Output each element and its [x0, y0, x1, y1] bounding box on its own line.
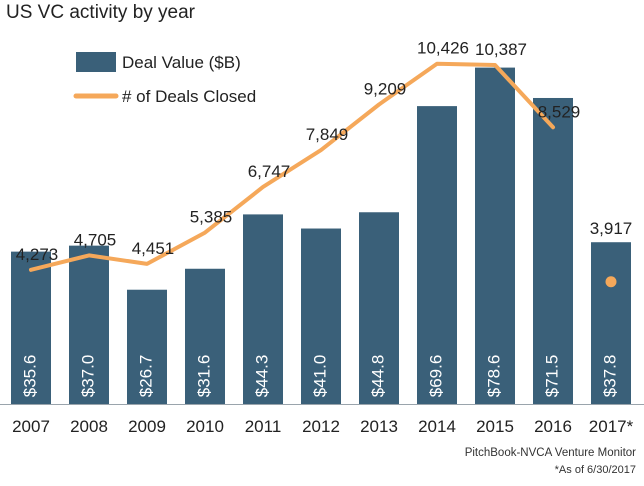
- bar-value-label: $37.0: [78, 355, 97, 398]
- x-tick-label: 2013: [360, 417, 398, 436]
- footnote: *As of 6/30/2017: [554, 464, 636, 476]
- bar-2008: [69, 245, 109, 404]
- deals-value-label: 6,747: [248, 162, 291, 181]
- deals-value-label: 8,529: [538, 102, 581, 121]
- bar-value-label: $44.3: [252, 355, 271, 398]
- deals-value-label: 10,426: [417, 39, 469, 58]
- x-tick-label: 2015: [476, 417, 514, 436]
- x-tick-label: 2009: [128, 417, 166, 436]
- deals-value-label: 4,451: [132, 239, 175, 258]
- bar-2016: [533, 97, 573, 404]
- bar-value-label: $35.6: [20, 355, 39, 398]
- legend-swatch-deal-value: [76, 52, 116, 72]
- deals-value-label: 4,273: [16, 245, 59, 264]
- bar-value-label: $26.7: [136, 355, 155, 398]
- deals-line: [29, 61, 555, 272]
- deals-value-label: 9,209: [364, 79, 407, 98]
- bar-value-label: $69.6: [426, 355, 445, 398]
- deals-value-label: 4,705: [74, 230, 117, 249]
- bar-2015: [475, 67, 515, 404]
- bar-value-label: $71.5: [542, 355, 561, 398]
- x-tick-label: 2011: [245, 417, 282, 436]
- deals-value-label: 7,849: [306, 125, 349, 144]
- x-tick-label: 2016: [534, 417, 572, 436]
- x-tick-label: 2008: [70, 417, 108, 436]
- bar-2013: [359, 212, 399, 404]
- bar-2017: [591, 242, 631, 404]
- legend-label-deal-value: Deal Value ($B): [122, 53, 241, 72]
- deals-point-2017: [605, 276, 617, 288]
- bar-2010: [185, 268, 225, 404]
- bar-2007: [11, 251, 51, 404]
- x-tick-label: 2007: [12, 417, 50, 436]
- bar-2011: [243, 214, 283, 404]
- legend-label-deals: # of Deals Closed: [122, 87, 256, 106]
- chart-title: US VC activity by year: [6, 2, 195, 23]
- bar-value-label: $44.8: [368, 355, 387, 398]
- bar-value-label: $41.0: [310, 355, 329, 398]
- x-tick-label: 2012: [302, 417, 340, 436]
- x-tick-label: 2017*: [589, 417, 634, 436]
- deals-value-label: 10,387: [475, 40, 527, 59]
- source-note: PitchBook-NVCA Venture Monitor: [464, 447, 636, 459]
- bar-value-label: $37.8: [600, 355, 619, 398]
- bar-value-label: $78.6: [484, 355, 503, 398]
- x-tick-label: 2014: [418, 417, 456, 436]
- x-tick-label: 2010: [186, 417, 224, 436]
- deals-value-label: 5,385: [190, 208, 233, 227]
- bar-2009: [127, 289, 167, 404]
- bar-value-label: $31.6: [194, 355, 213, 398]
- bar-2014: [417, 106, 457, 404]
- bar-2012: [301, 228, 341, 404]
- deals-value-label: 3,917: [590, 219, 633, 238]
